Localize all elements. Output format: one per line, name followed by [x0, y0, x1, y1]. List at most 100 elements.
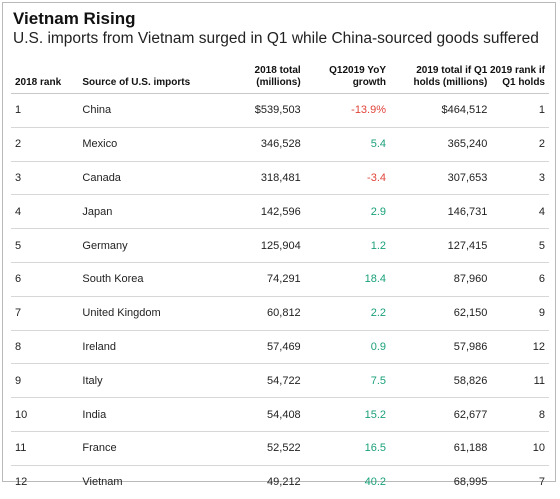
cell-2019-rank: 7: [487, 464, 549, 499]
cell-source: Mexico: [82, 126, 222, 162]
cell-2018-rank: 10: [11, 397, 83, 432]
cell-growth: 2.2: [300, 295, 393, 331]
header-2019-total: 2019 total if Q1 holds (millions): [392, 55, 488, 94]
header-2018-total-line1: 2018 total: [254, 65, 301, 76]
table-row: 3 Canada 318,481 -3.4 307,653 3: [11, 160, 549, 195]
table-row: 2 Mexico 346,528 5.4 365,240 2: [11, 126, 549, 162]
cell-2018-total: 60,812: [221, 295, 301, 331]
header-growth: Q12019 YoY growth: [300, 55, 393, 94]
cell-growth: -3.4: [300, 160, 393, 195]
cell-2018-rank: 2: [11, 126, 83, 162]
header-growth-line1: Q12019 YoY: [329, 65, 387, 76]
cell-2018-rank: 6: [11, 261, 83, 297]
cell-2019-total: 68,995: [392, 464, 488, 499]
cell-source: Canada: [82, 160, 222, 195]
cell-growth: 2.9: [300, 194, 393, 229]
table-row: 12 Vietnam 49,212 40.2 68,995 7: [11, 464, 549, 499]
table-header-row: 2018 rank Source of U.S. imports 2018 to…: [11, 55, 549, 94]
cell-2018-rank: 11: [11, 430, 83, 466]
cell-source: South Korea: [82, 261, 222, 297]
table-row: 1 China $539,503 -13.9% $464,512 1: [11, 93, 549, 128]
cell-2019-total: 58,826: [392, 363, 488, 398]
cell-2018-rank: 9: [11, 363, 83, 398]
cell-growth: 40.2: [300, 464, 393, 499]
header-growth-line2: growth: [352, 77, 387, 88]
cell-source: France: [82, 430, 222, 466]
cell-2019-total: 365,240: [392, 126, 488, 162]
table-row: 5 Germany 125,904 1.2 127,415 5: [11, 228, 549, 263]
table-row: 9 Italy 54,722 7.5 58,826 11: [11, 363, 549, 398]
table-row: 7 United Kingdom 60,812 2.2 62,150 9: [11, 295, 549, 331]
cell-2018-rank: 8: [11, 329, 83, 364]
cell-2019-total: 307,653: [392, 160, 488, 195]
cell-growth: 5.4: [300, 126, 393, 162]
cell-growth: 1.2: [300, 228, 393, 263]
cell-2018-total: 125,904: [221, 228, 301, 263]
page-subtitle: U.S. imports from Vietnam surged in Q1 w…: [13, 30, 539, 47]
header-2018-total-line2: (millions): [256, 77, 301, 88]
cell-2018-total: 142,596: [221, 194, 301, 229]
cell-2019-total: $464,512: [392, 93, 488, 128]
cell-source: Vietnam: [82, 464, 222, 499]
cell-2018-rank: 1: [11, 93, 83, 128]
cell-2019-total: 62,677: [392, 397, 488, 432]
table-row: 8 Ireland 57,469 0.9 57,986 12: [11, 329, 549, 364]
cell-source: India: [82, 397, 222, 432]
cell-2019-total: 87,960: [392, 261, 488, 297]
cell-2019-rank: 11: [487, 363, 549, 398]
cell-2019-rank: 6: [487, 261, 549, 297]
cell-2019-rank: 9: [487, 295, 549, 331]
cell-growth: 15.2: [300, 397, 393, 432]
header-2019-total-line1: 2019 total if Q1: [416, 65, 488, 76]
cell-2019-rank: 3: [487, 160, 549, 195]
cell-2019-rank: 12: [487, 329, 549, 364]
cell-2019-total: 57,986: [392, 329, 488, 364]
cell-2018-rank: 12: [11, 464, 83, 499]
table-row: 4 Japan 142,596 2.9 146,731 4: [11, 194, 549, 229]
cell-2019-total: 146,731: [392, 194, 488, 229]
cell-2018-total: 346,528: [221, 126, 301, 162]
cell-source: Germany: [82, 228, 222, 263]
header-source: Source of U.S. imports: [82, 55, 222, 94]
cell-growth: 18.4: [300, 261, 393, 297]
imports-table: 2018 rank Source of U.S. imports 2018 to…: [11, 55, 549, 499]
cell-2018-total: 318,481: [221, 160, 301, 195]
cell-2018-total: 54,722: [221, 363, 301, 398]
cell-source: Italy: [82, 363, 222, 398]
header-2019-rank-line1: 2019 rank if: [489, 65, 545, 76]
cell-2019-total: 62,150: [392, 295, 488, 331]
page-title: Vietnam Rising: [13, 9, 136, 28]
cell-growth: 0.9: [300, 329, 393, 364]
cell-2019-rank: 8: [487, 397, 549, 432]
header-2019-rank-line2: Q1 holds: [502, 77, 545, 88]
cell-2019-rank: 5: [487, 228, 549, 263]
header-2018-rank: 2018 rank: [11, 55, 83, 94]
cell-source: United Kingdom: [82, 295, 222, 331]
cell-2018-rank: 5: [11, 228, 83, 263]
header-2019-rank: 2019 rank if Q1 holds: [487, 55, 549, 94]
header-2019-total-line2: holds (millions): [413, 77, 488, 88]
cell-growth: 7.5: [300, 363, 393, 398]
cell-2019-rank: 2: [487, 126, 549, 162]
cell-2019-total: 61,188: [392, 430, 488, 466]
cell-2018-total: $539,503: [221, 93, 301, 128]
cell-2019-rank: 4: [487, 194, 549, 229]
table-row: 11 France 52,522 16.5 61,188 10: [11, 430, 549, 466]
cell-2018-total: 52,522: [221, 430, 301, 466]
cell-2019-rank: 10: [487, 430, 549, 466]
cell-source: China: [82, 93, 222, 128]
cell-2018-total: 57,469: [221, 329, 301, 364]
cell-2018-total: 54,408: [221, 397, 301, 432]
cell-source: Ireland: [82, 329, 222, 364]
cell-2018-rank: 7: [11, 295, 83, 331]
cell-2018-rank: 3: [11, 160, 83, 195]
table-row: 10 India 54,408 15.2 62,677 8: [11, 397, 549, 432]
cell-growth: 16.5: [300, 430, 393, 466]
cell-2019-rank: 1: [487, 93, 549, 128]
cell-growth: -13.9%: [300, 93, 393, 128]
cell-2018-total: 74,291: [221, 261, 301, 297]
cell-2019-total: 127,415: [392, 228, 488, 263]
table-row: 6 South Korea 74,291 18.4 87,960 6: [11, 261, 549, 297]
cell-2018-total: 49,212: [221, 464, 301, 499]
